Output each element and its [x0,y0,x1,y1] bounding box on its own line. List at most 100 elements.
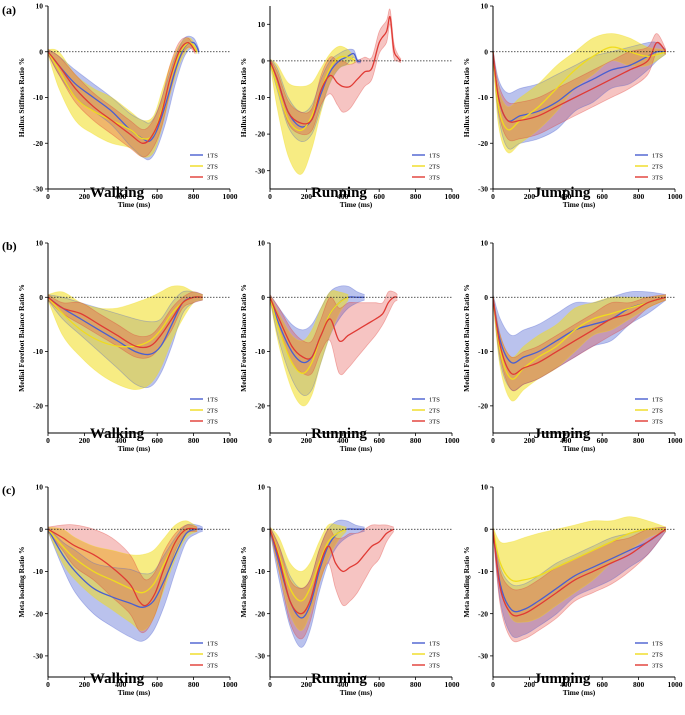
series-line-2TS [269,528,347,602]
y-tick-label: 0 [261,525,265,534]
legend-label-2TS: 2TS [207,407,218,414]
sd-band-2TS [270,46,356,175]
sd-edge-lower-2TS [47,530,198,632]
x-tick-label: 600 [374,192,386,201]
x-tick-label: 600 [152,436,164,445]
y-tick-label: 10 [258,483,266,492]
row-label: (a) [2,3,16,17]
y-axis-label: Hallux Stiffness Ratio % [462,58,471,137]
y-tick-label: -10 [33,567,43,576]
y-tick-label: 10 [36,2,44,11]
y-tick-label: 10 [481,239,489,248]
series-line-2TS [492,296,667,380]
sd-edge-upper-2TS [492,516,667,544]
x-tick-label: 1000 [668,436,683,445]
legend-label-2TS: 2TS [207,163,218,170]
sd-edge-upper-2TS [492,33,666,108]
x-tick-label: 200 [524,680,536,689]
y-tick-label: -20 [478,401,488,410]
sd-edge-upper-2TS [269,45,356,87]
sd-edge-lower-3TS [47,530,198,634]
x-tick-label: 1000 [445,436,460,445]
x-tick-label: 1000 [445,680,460,689]
series-line-3TS [269,528,395,615]
sd-edge-lower-2TS [269,299,349,407]
legend-label-1TS: 1TS [652,152,663,159]
sd-band-3TS [270,290,398,376]
sd-edge-upper-1TS [269,48,362,113]
panel-title: Walking [90,185,145,201]
x-tick-label: 0 [491,192,495,201]
sd-edge-upper-3TS [47,37,196,130]
x-tick-label: 0 [491,680,495,689]
legend-label-2TS: 2TS [652,407,663,414]
x-axis-label: Time (ms) [563,200,596,209]
legend-label-3TS: 3TS [652,662,663,669]
series-line-2TS [492,46,667,131]
row-label: (b) [2,239,17,253]
sd-edge-upper-1TS [269,285,365,331]
y-axis-label: Meta loading Ratio % [17,546,26,617]
y-tick-label: -10 [255,93,265,102]
x-tick-label: 800 [633,680,645,689]
y-tick-label: 0 [261,57,265,66]
y-tick-label: 0 [484,47,488,56]
sd-edge-upper-1TS [47,35,200,124]
y-axis-label: Medial Forefoot Balance Ratio % [239,284,248,392]
legend-label-1TS: 1TS [207,640,218,647]
y-tick-label: 0 [39,47,43,56]
legend-label-3TS: 3TS [652,174,663,181]
sd-band-3TS [270,524,394,639]
panel-title: Running [311,185,367,201]
series-line-3TS [269,296,398,360]
legend-label-1TS: 1TS [429,640,440,647]
x-axis-label: Time (ms) [563,688,596,697]
panel-title: Jumping [534,426,591,442]
x-tick-label: 400 [115,192,127,201]
sd-edge-lower-3TS [269,531,395,640]
y-tick-label: -10 [33,347,43,356]
sd-band-2TS [493,516,666,623]
y-tick-label: -30 [33,651,43,660]
sd-band-2TS [493,33,666,154]
y-tick-label: -10 [478,347,488,356]
series-line-3TS [269,15,402,125]
y-tick-label: -20 [33,609,43,618]
x-tick-label: 200 [79,680,91,689]
legend-label-1TS: 1TS [207,396,218,403]
legend-label-1TS: 1TS [207,152,218,159]
series-line-1TS [492,528,667,613]
x-tick-label: 200 [301,192,313,201]
sd-edge-upper-3TS [269,290,398,344]
x-tick-label: 600 [374,680,386,689]
sd-edge-lower-3TS [269,23,402,136]
x-axis-label: Time (ms) [340,444,373,453]
x-tick-label: 800 [633,192,645,201]
legend-label-1TS: 1TS [652,396,663,403]
x-tick-label: 400 [337,192,349,201]
sd-edge-upper-3TS [269,524,394,589]
panel-jumping-2: 10 0 -10 -20 0 200 400 600 800 1000 Time (ms) Media… [462,239,683,453]
y-tick-label: 10 [36,239,44,248]
y-tick-label: 10 [258,20,266,29]
sd-edge-upper-2TS [47,285,203,310]
legend-label-2TS: 2TS [207,651,218,658]
x-axis-label: Time (ms) [340,688,373,697]
x-tick-label: 200 [301,436,313,445]
x-axis-label: Time (ms) [118,444,151,453]
sd-edge-lower-1TS [47,530,203,642]
x-tick-label: 800 [410,680,422,689]
y-tick-label: 0 [484,525,488,534]
panel-title: Running [311,426,367,442]
x-tick-label: 400 [115,680,127,689]
legend-label-1TS: 1TS [429,152,440,159]
x-axis-label: Time (ms) [118,688,151,697]
y-tick-label: 10 [258,239,266,248]
x-tick-label: 600 [152,192,164,201]
panel-jumping-3: 10 0 -10 -20 -30 0 200 400 600 800 1000 Time (ms) Me… [462,483,683,697]
panel-title: Jumping [534,185,591,201]
y-axis-label: Meta loading Ratio % [462,546,471,617]
